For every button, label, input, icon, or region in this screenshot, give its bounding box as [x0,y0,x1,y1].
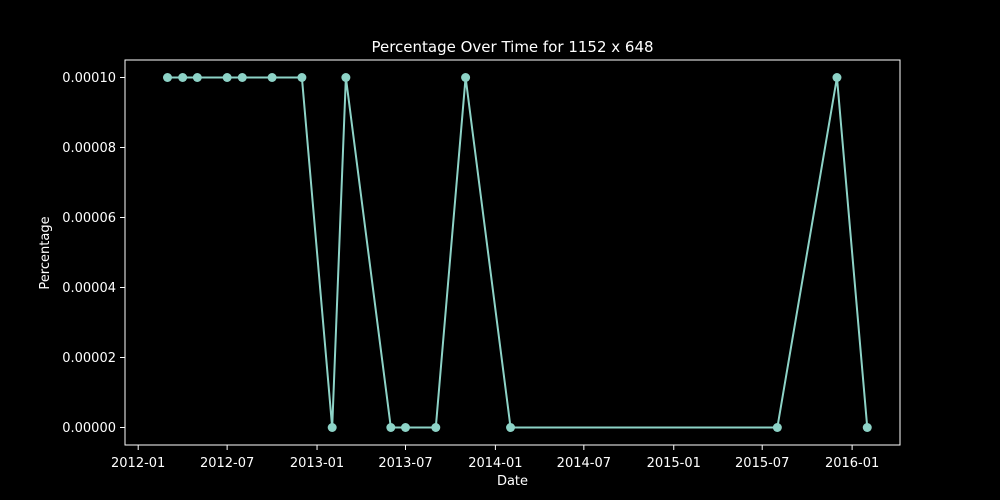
data-point [400,423,410,432]
y-tick-label: 0.00004 [62,281,116,296]
x-tick-label: 2013-07 [378,456,432,471]
x-axis: 2012-01 2012-07 2013-01 2013-07 2014-01 2014-… [111,445,879,471]
data-point [163,73,173,82]
y-axis: 0.00000 0.00002 0.00004 0.00006 0.00008 0.000… [62,71,125,436]
y-tick-label: 0.00000 [62,421,116,436]
data-point [327,423,337,432]
data-point [178,73,188,82]
data-point [832,73,842,82]
data-point [237,73,247,82]
x-tick-label: 2015-01 [647,456,701,471]
x-tick-label: 2013-01 [290,456,344,471]
series-layer [163,73,872,432]
y-tick-label: 0.00008 [62,141,116,156]
data-point [341,73,351,82]
x-tick-label: 2014-07 [557,456,611,471]
data-point [222,73,232,82]
x-tick-label: 2012-01 [111,456,165,471]
chart-title: Percentage Over Time for 1152 x 648 [371,38,653,56]
x-tick-label: 2014-01 [468,456,522,471]
data-point [862,423,872,432]
x-tick-label: 2012-07 [200,456,254,471]
y-tick-label: 0.00006 [62,211,116,226]
data-point [386,423,396,432]
x-tick-label: 2015-07 [735,456,789,471]
x-axis-label: Date [497,474,528,489]
data-point [431,423,441,432]
data-point [192,73,202,82]
plot-area-frame [124,59,901,446]
x-tick-label: 2016-01 [825,456,879,471]
y-tick-label: 0.00010 [62,71,116,86]
data-point [267,73,277,82]
y-tick-label: 0.00002 [62,351,116,366]
data-point [297,73,307,82]
data-point [772,423,782,432]
series-line [167,76,869,429]
data-point [506,423,516,432]
y-axis-label: Percentage [38,216,53,289]
data-point [461,73,471,82]
